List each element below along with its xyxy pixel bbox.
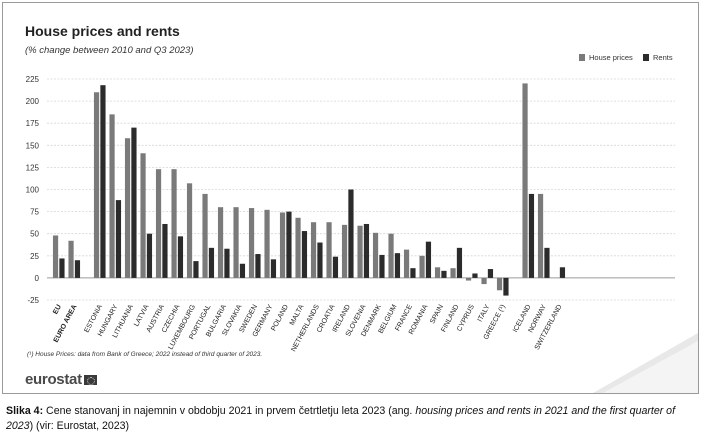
bar-rents — [255, 254, 261, 278]
y-tick-label: 150 — [26, 141, 40, 150]
bar-house-prices — [109, 114, 115, 278]
bar-house-prices — [481, 277, 487, 285]
bar-rents — [100, 85, 106, 278]
bar-rents — [332, 256, 339, 278]
bar-rents — [441, 270, 447, 278]
x-tick-label: EU — [52, 304, 63, 316]
x-tick-label: MALTA — [289, 303, 306, 326]
bar-rents — [193, 261, 199, 278]
legend-swatch — [643, 54, 649, 61]
y-tick-label: 175 — [26, 119, 40, 128]
y-tick-label: 225 — [26, 75, 40, 84]
bar-house-prices — [341, 224, 348, 278]
bar-rents — [425, 241, 432, 278]
bar-rents — [472, 273, 478, 278]
bar-house-prices — [124, 138, 131, 278]
figure-caption: Slika 4: Cene stanovanj in najemnin v ob… — [6, 404, 698, 434]
x-tick-label: ITALY — [477, 303, 492, 323]
y-tick-label: 200 — [26, 97, 40, 106]
bar-house-prices — [295, 217, 301, 278]
eu-flag-icon — [83, 374, 97, 385]
bar-house-prices — [403, 249, 410, 278]
bar-house-prices — [434, 267, 441, 278]
bar-house-prices — [310, 222, 317, 278]
corner-decoration-inner — [603, 341, 698, 393]
bar-house-prices — [450, 268, 456, 278]
bar-house-prices — [326, 222, 332, 278]
bar-rents — [162, 223, 168, 278]
legend-label: Rents — [653, 53, 673, 62]
bar-rents — [177, 236, 184, 278]
bar-house-prices — [93, 92, 100, 278]
y-tick-label: 25 — [30, 252, 39, 261]
y-tick-label: 50 — [30, 230, 39, 239]
chart-subtitle: (% change between 2010 and Q3 2023) — [25, 45, 194, 56]
bar-house-prices — [264, 209, 270, 278]
bar-rents — [503, 277, 509, 296]
legend-label: House prices — [589, 53, 633, 62]
y-tick-label: -25 — [27, 296, 39, 305]
bar-house-prices — [522, 83, 528, 278]
bar-house-prices — [155, 169, 162, 278]
y-tick-label: 125 — [26, 163, 40, 172]
logo-text: eurostat — [25, 371, 82, 388]
bar-rents — [559, 267, 566, 278]
footnote: (¹) House Prices: data from Bank of Gree… — [27, 351, 263, 358]
bar-house-prices — [186, 183, 193, 278]
bar-house-prices — [537, 193, 544, 278]
bar-rents — [487, 269, 494, 278]
eurostat-logo: eurostat — [25, 371, 97, 388]
bar-rents — [131, 127, 137, 278]
bar-rents — [363, 223, 370, 278]
bar-house-prices — [357, 225, 363, 278]
caption-text: Cene stanovanj in najemnin v obdobju 202… — [43, 405, 416, 417]
y-tick-label: 100 — [26, 186, 40, 195]
bar-rents — [286, 211, 292, 278]
bar-house-prices — [465, 277, 472, 281]
bar-rents — [394, 253, 401, 278]
y-tick-label: 0 — [35, 274, 40, 283]
bar-rents — [59, 258, 65, 278]
bar-rents — [410, 268, 416, 278]
bar-house-prices — [372, 232, 379, 278]
bar-house-prices — [52, 235, 59, 278]
bar-rents — [456, 247, 463, 278]
bar-rents — [301, 231, 308, 278]
bar-house-prices — [388, 233, 394, 278]
x-tick-label: SPAIN — [429, 304, 445, 325]
caption-source: ) (vir: Eurostat, 2023) — [29, 420, 130, 432]
bar-rents — [544, 247, 550, 278]
bar-house-prices — [68, 240, 74, 278]
legend-swatch — [579, 54, 585, 61]
bar-house-prices — [140, 153, 146, 278]
caption-label: Slika 4: — [6, 405, 44, 417]
bar-house-prices — [419, 255, 425, 278]
bar-rents — [379, 254, 385, 278]
bar-rents — [270, 259, 277, 278]
bar-rents — [348, 189, 354, 278]
bar-house-prices — [496, 277, 503, 291]
bar-house-prices — [202, 193, 208, 278]
bar-rents — [528, 193, 535, 278]
bar-house-prices — [279, 212, 286, 278]
bar-rents — [239, 263, 246, 278]
bar-rents — [74, 260, 81, 278]
bar-house-prices — [248, 208, 255, 278]
caption-italic-text: housing prices and rents in 2021 and the… — [6, 405, 676, 432]
bar-rents — [317, 242, 323, 278]
bar-house-prices — [171, 169, 177, 278]
y-tick-label: 75 — [30, 208, 39, 217]
chart-panel: House prices and rents (% change between… — [2, 2, 699, 394]
bar-house-prices — [233, 207, 239, 278]
bar-rents — [224, 248, 230, 278]
bar-house-prices — [217, 207, 224, 278]
chart-title: House prices and rents — [25, 23, 180, 39]
bar-rents — [115, 200, 122, 278]
bar-rents — [146, 233, 153, 278]
bar-rents — [208, 247, 215, 278]
